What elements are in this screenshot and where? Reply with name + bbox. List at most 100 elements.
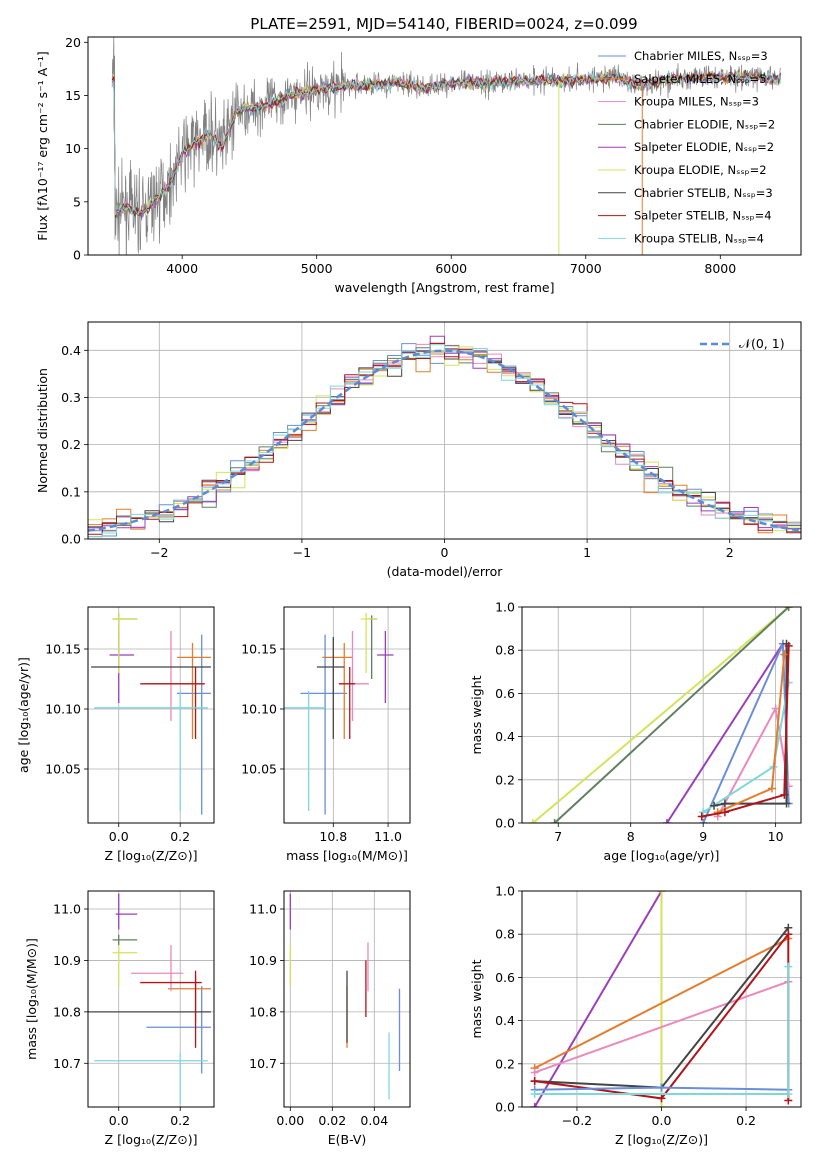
series-marker [782,799,791,808]
data-point-chabrier_stelib [316,637,345,739]
data-point-salpeter_elodie [115,893,138,930]
series-line [532,607,790,823]
series-marker [530,1090,539,1099]
x-tick-label: 5000 [301,261,333,276]
plot-area [88,335,801,538]
series-marker [697,812,706,821]
legend-label: Chabrier MILES, Nₛₛₚ=3 [634,49,768,63]
series-marker [780,650,789,659]
series-kroupa_elodie [528,607,793,823]
series-marker [784,641,793,650]
y-tick-label: 10.8 [249,1004,277,1019]
series-line [666,643,784,823]
x-tick-label: 0.2 [170,1113,190,1128]
x-tick-label: 10.8 [319,829,347,844]
data-point-kroupa_stelib [94,1053,208,1105]
x-tick-label: 0.00 [276,1113,304,1128]
legend-label: Kroupa STELIB, Nₛₛₚ=4 [634,231,764,245]
normal-curve [88,349,801,532]
data-point-kroupa_stelib [94,691,208,811]
x-axis-label: E(B-V) [328,1132,367,1147]
data-point-chabrier_elodie [112,934,138,945]
y-tick-label: 0.8 [495,927,515,942]
series-marker [771,704,780,713]
series-salpeter_elodie [530,891,666,1107]
y-tick-label: 0 [73,248,81,263]
x-axis-label: Z [log₁₀(Z/Z⊙)] [105,848,198,863]
y-tick-label: 1.0 [495,600,515,615]
axes-frame [283,606,411,824]
residual-legend: 𝒩(0, 1) [700,336,785,351]
y-axis-label: mass weight [469,675,484,754]
y-axis-label: Flux [fλ10⁻¹⁷ erg cm⁻² s⁻¹ A⁻¹] [35,51,50,240]
y-tick-label: 10.10 [241,702,277,717]
data-spectrum [111,37,781,255]
x-tick-label: 9 [699,829,707,844]
y-tick-label: 10.9 [53,953,81,968]
x-axis-label: age [log₁₀(age/yr)] [604,848,720,863]
y-tick-label: 1.0 [495,884,515,899]
x-tick-label: 6000 [435,261,467,276]
y-tick-label: 0.4 [61,343,81,358]
y-tick-label: 10 [65,141,81,156]
plot-area [91,613,211,815]
x-tick-label: 7000 [570,261,602,276]
series-salpeter_stelib [697,641,793,821]
data-point-chabrier_elodie [368,615,378,679]
y-tick-label: 10.15 [45,642,81,657]
y-tick-label: 10.8 [53,1004,81,1019]
series-marker [657,1094,666,1103]
y-tick-label: 10.9 [249,953,277,968]
data-point-kroupa_elodie [112,945,138,987]
x-axis-label: mass [log₁₀(M/M⊙)] [286,848,408,863]
series-marker [530,1068,539,1077]
legend-label: Kroupa ELODIE, Nₛₛₚ=2 [634,163,767,177]
x-tick-label: 0.2 [170,829,190,844]
x-tick-label: 0.0 [652,1113,672,1128]
data-point-chabrier_miles [177,634,211,815]
data-point-salpeter_stelib [338,667,356,739]
series-marker [710,801,719,810]
x-axis-label: (data-model)/error [387,564,504,579]
y-tick-label: 10.05 [241,762,277,777]
series-line [533,891,663,1107]
axes-frame [87,890,215,1108]
y-tick-label: 0.2 [61,437,81,452]
series-kroupa_elodie [657,891,666,1107]
chart-age_vs_mass: 10.8 11.0 10.05 10.10 10.15 mass [log₁₀(M/M⊙)… [241,606,411,863]
plot-area [530,891,793,1107]
data-point-chabrier_elodie [112,613,138,661]
y-tick-label: 0.2 [495,772,515,787]
x-tick-label: 11.0 [374,829,402,844]
series-marker [780,790,789,799]
x-tick-label: 10 [768,829,784,844]
chart-age_vs_Z: 0.0 0.2 10.05 10.10 10.15 Z [log₁₀(Z/Z⊙)] age … [16,606,215,863]
series-marker [720,808,729,817]
series-marker [784,930,793,939]
y-tick-label: 10.05 [45,762,81,777]
legend-label: 𝒩(0, 1) [739,336,785,351]
plot-area [88,893,211,1105]
series-marker [784,607,793,611]
series-salpeter_miles [713,650,789,817]
y-tick-label: 10.7 [249,1056,277,1071]
y-tick-label: 0.4 [495,1013,515,1028]
x-tick-label: 2 [726,545,734,560]
chart-mass_vs_Z: 0.0 0.2 10.7 10.8 10.9 11.0 Z [log₁₀(Z/Z⊙)] mas… [24,890,215,1147]
model-spectrum-kroupa_stelib [111,70,782,216]
y-tick-label: 0.2 [495,1056,515,1071]
y-axis-label: Normed distribution [35,368,50,493]
legend-label: Chabrier ELODIE, Nₛₛₚ=2 [634,117,775,131]
series-chabrier_elodie [550,607,793,823]
y-axis-label: age [log₁₀(age/yr)] [16,657,31,773]
data-point-kroupa_elodie [360,613,378,673]
x-tick-label: 4000 [166,261,198,276]
series-marker [662,819,671,823]
axes-frame [521,606,802,824]
x-tick-label: 0.04 [360,1113,388,1128]
legend-label: Salpeter ELODIE, Nₛₛₚ=2 [634,140,774,154]
series-marker [784,1090,793,1099]
series-marker [530,1077,539,1086]
series-line [553,607,790,823]
